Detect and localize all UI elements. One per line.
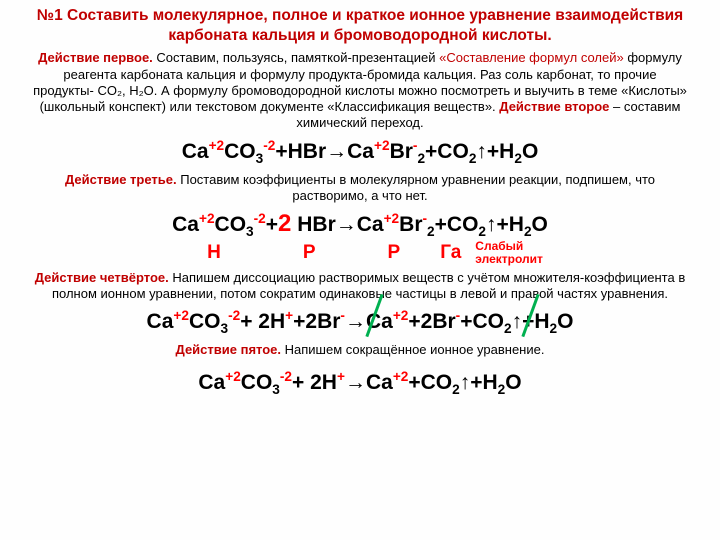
para2-action: Действие третье. — [65, 172, 177, 187]
label-weak: Слабыйэлектролит — [475, 240, 543, 265]
para4-t1: Напишем сокращённое ионное уравнение. — [281, 342, 544, 357]
para3: Действие четвёртое. Напишем диссоциацию … — [32, 270, 688, 303]
para1-action2: Действие второе — [499, 99, 609, 114]
equation-1: Ca+2CO3-2+HBr→Ca+2Br-2+CO2↑+H2O — [32, 138, 688, 166]
para4-action: Действие пятое. — [176, 342, 281, 357]
para1: Действие первое. Составим, пользуясь, па… — [32, 50, 688, 131]
equation-3: Ca+2CO3-2+ 2H++2Br-→Ca+2+2Br-+CO2↑+H2O — [32, 308, 688, 336]
para4: Действие пятое. Напишем сокращённое ионн… — [32, 342, 688, 358]
label-ga: Га — [440, 242, 461, 264]
label-p2: Р — [388, 242, 401, 264]
para1-action: Действие первое. — [38, 50, 153, 65]
solubility-labels: Н Р Р Га Слабыйэлектролит — [32, 240, 688, 265]
para2: Действие третье. Поставим коэффициенты в… — [32, 172, 688, 205]
para1-t1: Составим, пользуясь, памяткой-презентаци… — [153, 50, 439, 65]
title: №1 Составить молекулярное, полное и крат… — [32, 6, 688, 46]
equation-4: Ca+2CO3-2+ 2H+→Ca+2+CO2↑+H2O — [32, 369, 688, 397]
label-h: Н — [207, 242, 221, 264]
para1-t2: «Составление формул солей» — [439, 50, 624, 65]
equation-2: Ca+2CO3-2+2 HBr→Ca+2Br-2+CO2↑+H2O — [32, 210, 688, 239]
para2-t1: Поставим коэффициенты в молекулярном ура… — [177, 172, 655, 203]
label-p1: Р — [303, 242, 316, 264]
para3-action: Действие четвёртое. — [35, 270, 169, 285]
